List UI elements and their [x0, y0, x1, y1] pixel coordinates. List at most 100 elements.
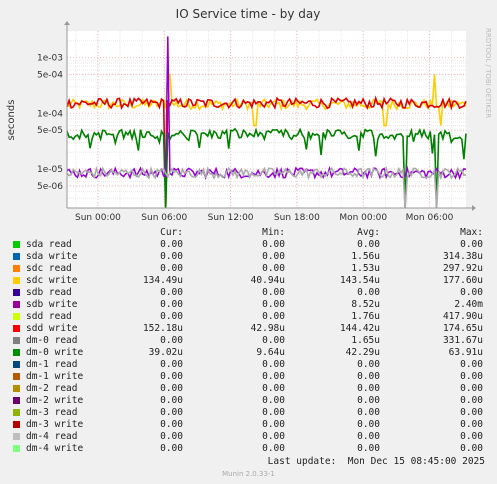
x-tick-label: Sun 06:00 [141, 213, 187, 223]
legend-max: 0.00 [460, 431, 483, 442]
legend-avg: 0.00 [357, 239, 380, 250]
legend-series-name: dm-1 write [26, 371, 84, 382]
legend: Cur: Min: Avg: Max: sda read 0.00 0.00 0.00… [0, 227, 497, 455]
x-tick-label: Mon 00:00 [339, 213, 387, 223]
legend-row: sdc read 0.00 0.00 1.53u 297.92u [0, 263, 497, 275]
legend-header-min: Min: [262, 227, 285, 238]
legend-series-name: sdd write [26, 323, 78, 334]
legend-row: dm-4 write 0.00 0.00 0.00 0.00 [0, 443, 497, 455]
legend-avg: 0.00 [357, 383, 380, 394]
legend-max: 0.00 [460, 287, 483, 298]
legend-swatch [13, 433, 20, 440]
legend-row: sda read 0.00 0.00 0.00 0.00 [0, 239, 497, 251]
y-tick-label: 5e-05 [37, 126, 63, 136]
legend-row: dm-4 read 0.00 0.00 0.00 0.00 [0, 431, 497, 443]
x-tick-label: Sun 12:00 [208, 213, 254, 223]
legend-min: 9.64u [256, 347, 285, 358]
legend-swatch [13, 409, 20, 416]
legend-cur: 0.00 [160, 311, 183, 322]
legend-avg: 0.00 [357, 431, 380, 442]
legend-max: 0.00 [460, 419, 483, 430]
legend-avg: 1.53u [351, 263, 380, 274]
legend-max: 0.00 [460, 239, 483, 250]
series-line [66, 127, 467, 209]
series-line [66, 95, 467, 209]
last-update: Last update: Mon Dec 15 08:45:00 2025 [267, 456, 485, 467]
legend-series-name: dm-2 write [26, 395, 84, 406]
legend-min: 0.00 [262, 419, 285, 430]
y-tick-label: 1e-04 [37, 109, 63, 119]
legend-row: sda write 0.00 0.00 1.56u 314.38u [0, 251, 497, 263]
legend-series-name: sdb write [26, 299, 78, 310]
legend-avg: 8.52u [351, 299, 380, 310]
legend-swatch [13, 373, 20, 380]
y-axis-label: seconds [6, 100, 17, 141]
legend-cur: 134.49u [142, 275, 183, 286]
legend-series-name: sdc write [26, 275, 78, 286]
legend-row: dm-0 read 0.00 0.00 1.65u 331.67u [0, 335, 497, 347]
legend-swatch [13, 265, 20, 272]
legend-min: 0.00 [262, 443, 285, 454]
legend-row: sdb write 0.00 0.00 8.52u 2.40m [0, 299, 497, 311]
legend-swatch [13, 325, 20, 332]
legend-min: 42.98u [250, 323, 285, 334]
rrdtool-credit: RRDTOOL / TOBI OETIKER [484, 28, 492, 118]
legend-max: 0.00 [460, 395, 483, 406]
legend-row: dm-3 write 0.00 0.00 0.00 0.00 [0, 419, 497, 431]
legend-header-max: Max: [460, 227, 483, 238]
legend-min: 0.00 [262, 431, 285, 442]
legend-min: 0.00 [262, 371, 285, 382]
legend-series-name: sdc read [26, 263, 72, 274]
munin-version: Munin 2.0.33-1 [222, 470, 275, 478]
legend-cur: 0.00 [160, 431, 183, 442]
legend-cur: 0.00 [160, 383, 183, 394]
legend-swatch [13, 301, 20, 308]
legend-min: 0.00 [262, 407, 285, 418]
legend-avg: 0.00 [357, 359, 380, 370]
legend-max: 174.65u [442, 323, 483, 334]
legend-cur: 0.00 [160, 419, 183, 430]
chart-title: IO Service time - by day [176, 7, 321, 21]
legend-row: dm-1 read 0.00 0.00 0.00 0.00 [0, 359, 497, 371]
legend-cur: 0.00 [160, 407, 183, 418]
legend-row: sdb read 0.00 0.00 0.00 0.00 [0, 287, 497, 299]
legend-swatch [13, 421, 20, 428]
y-tick-label: 1e-05 [37, 165, 63, 175]
legend-series-name: dm-3 write [26, 419, 84, 430]
legend-avg: 0.00 [357, 407, 380, 418]
legend-avg: 143.54u [339, 275, 380, 286]
legend-min: 40.94u [250, 275, 285, 286]
legend-row: sdd read 0.00 0.00 1.76u 417.90u [0, 311, 497, 323]
legend-series-name: dm-3 read [26, 407, 78, 418]
legend-series-name: dm-2 read [26, 383, 78, 394]
x-tick-label: Sun 18:00 [274, 213, 320, 223]
legend-max: 0.00 [460, 359, 483, 370]
legend-swatch [13, 253, 20, 260]
legend-series-name: sdb read [26, 287, 72, 298]
legend-swatch [13, 313, 20, 320]
legend-min: 0.00 [262, 359, 285, 370]
y-axis-arrow [64, 21, 70, 25]
legend-series-name: sdd read [26, 311, 72, 322]
legend-avg: 1.76u [351, 311, 380, 322]
legend-max: 417.90u [442, 311, 483, 322]
legend-max: 0.00 [460, 371, 483, 382]
legend-series-name: dm-1 read [26, 359, 78, 370]
legend-cur: 0.00 [160, 371, 183, 382]
legend-avg: 1.65u [351, 335, 380, 346]
legend-min: 0.00 [262, 251, 285, 262]
legend-cur: 0.00 [160, 359, 183, 370]
legend-cur: 0.00 [160, 395, 183, 406]
legend-series-name: sda read [26, 239, 72, 250]
legend-swatch [13, 445, 20, 452]
y-tick-label: 5e-06 [37, 182, 63, 192]
legend-cur: 0.00 [160, 287, 183, 298]
legend-swatch [13, 361, 20, 368]
legend-swatch [13, 277, 20, 284]
legend-avg: 144.42u [339, 323, 380, 334]
legend-cur: 0.00 [160, 335, 183, 346]
legend-swatch [13, 397, 20, 404]
legend-row: sdc write 134.49u 40.94u 143.54u 177.60u [0, 275, 497, 287]
legend-min: 0.00 [262, 383, 285, 394]
